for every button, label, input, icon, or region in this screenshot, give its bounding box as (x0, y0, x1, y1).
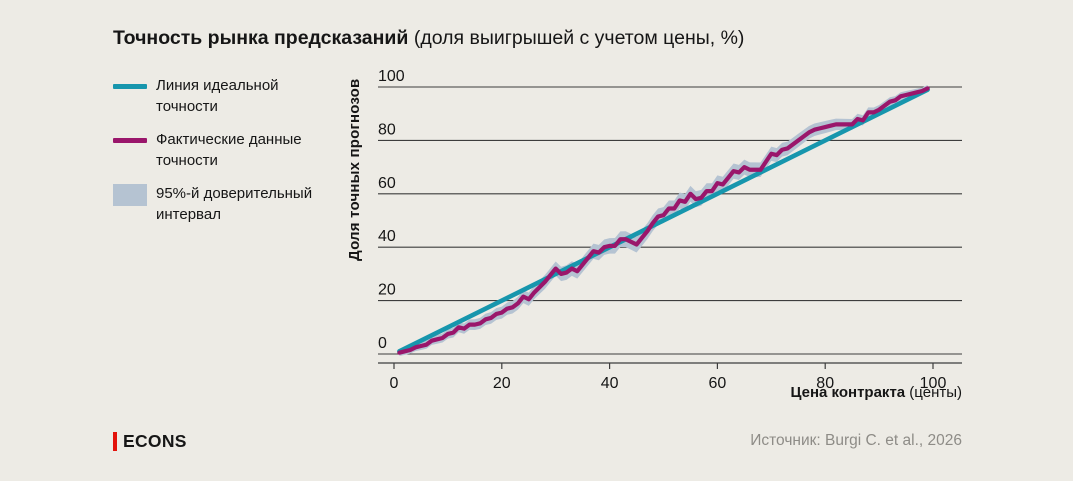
legend-label-actual-data: Фактические данные точности (156, 131, 302, 169)
accuracy-line-chart: 0 20 40 60 80 100 0 20 40 60 80 100 (378, 68, 962, 392)
svg-text:40: 40 (378, 228, 396, 245)
x-axis-title: Цена контракта (центы) (791, 384, 963, 401)
svg-text:20: 20 (378, 282, 396, 299)
legend-label-ideal-line: Линия идеальной точности (156, 77, 279, 115)
logo-red-bar-icon (113, 432, 117, 451)
legend-item-ideal-line: Линия идеальной точности (113, 76, 343, 117)
svg-text:20: 20 (493, 375, 511, 392)
title-bold: Точность рынка предсказаний (113, 27, 409, 49)
legend-label-confidence-interval: 95%-й доверительный интервал (156, 185, 313, 223)
confidence-interval-swatch (113, 184, 147, 206)
ideal-line-swatch (113, 84, 147, 89)
svg-text:60: 60 (378, 175, 396, 192)
actual-data-swatch (113, 138, 147, 143)
econs-logo: ECONS (113, 431, 187, 452)
title-subtitle: (доля выигрышей с учетом цены, %) (408, 27, 745, 49)
source-text: Источник: Burgi C. et al., 2026 (750, 432, 962, 449)
logo-text: ECONS (123, 431, 187, 451)
legend-item-actual-data: Фактические данные точности (113, 130, 343, 171)
x-axis-title-bold: Цена контракта (790, 384, 906, 401)
svg-text:80: 80 (816, 375, 834, 392)
svg-text:80: 80 (378, 121, 396, 138)
svg-text:0: 0 (390, 375, 399, 392)
svg-text:60: 60 (709, 375, 727, 392)
svg-text:100: 100 (378, 68, 405, 85)
svg-text:40: 40 (601, 375, 619, 392)
legend: Линия идеальной точности Фактические дан… (113, 76, 343, 238)
svg-text:0: 0 (378, 335, 387, 352)
svg-text:100: 100 (920, 375, 947, 392)
legend-item-confidence-interval: 95%-й доверительный интервал (113, 184, 343, 225)
page-title: Точность рынка предсказаний (доля выигры… (113, 26, 744, 50)
x-axis-title-units: (центы) (905, 384, 962, 401)
